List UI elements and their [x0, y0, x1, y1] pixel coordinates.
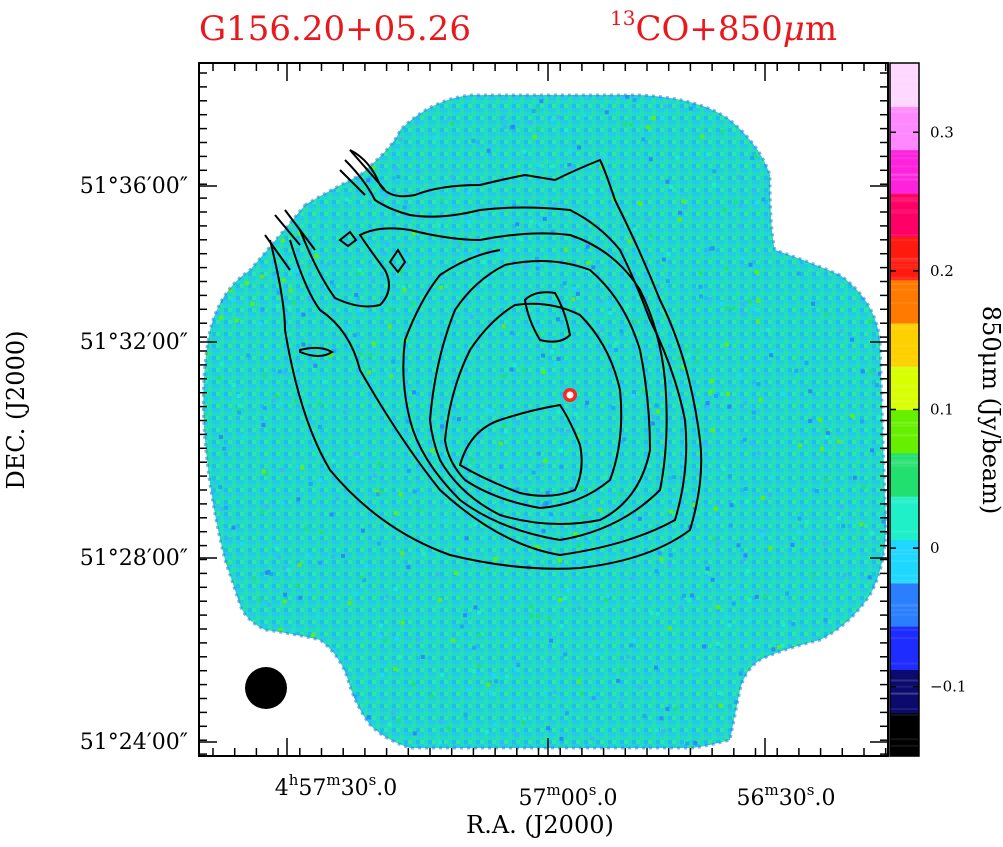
colorbar-tick-label: 0.1	[930, 401, 954, 419]
source-title: G156.20+05.26	[199, 9, 471, 49]
y-tick-labels: 51°36′00″ 51°32′00″ 51°28′00″ 51°24′00″	[80, 174, 188, 755]
beam-marker	[245, 667, 287, 709]
x-tick-label: 4h57m30s.0	[275, 771, 398, 801]
colorbar-tick-label: 0	[930, 539, 940, 557]
y-tick-label: 51°24′00″	[80, 730, 188, 755]
colorbar-title: 850μm (Jy/beam)	[977, 306, 1003, 514]
contour-level-2	[289, 159, 688, 557]
y-tick-label: 51°28′00″	[80, 546, 188, 571]
colorbar-tick-label: −0.1	[930, 678, 966, 696]
y-axis-title: DEC. (J2000)	[2, 331, 30, 490]
plot-frame	[198, 62, 889, 757]
colorbar-tick-labels: 0.3 0.2 0.1 0 −0.1	[890, 123, 966, 696]
contour-level-5	[443, 302, 623, 510]
colorbar-tick-label: 0.3	[930, 123, 954, 141]
contour-edge-2	[274, 214, 301, 246]
axis-ticks	[199, 63, 888, 756]
contour-edge-1	[264, 234, 291, 271]
contour-island-1	[388, 248, 407, 274]
x-tick-label: 56m30s.0	[737, 781, 836, 811]
x-axis-title: R.A. (J2000)	[466, 811, 614, 839]
x-tick-labels: 4h57m30s.0 57m00s.0 56m30s.0	[275, 771, 836, 811]
compact-source	[563, 388, 577, 402]
contour-level-4	[428, 260, 652, 525]
contour-edge-5	[349, 149, 386, 191]
contour-level-6	[458, 403, 583, 497]
contour-island-2	[338, 230, 358, 248]
y-tick-label: 51°36′00″	[80, 174, 188, 199]
y-tick-label: 51°32′00″	[80, 330, 188, 355]
colorbar	[890, 63, 919, 757]
contour-level-7	[523, 291, 572, 343]
x-tick-label: 57m00s.0	[519, 781, 618, 811]
contour-level-3	[299, 227, 668, 542]
map-edge	[201, 93, 888, 750]
co-contours	[264, 149, 703, 570]
contour-edge-3	[284, 209, 316, 251]
colorbar-tick-label: 0.2	[930, 262, 954, 280]
contour-level-1	[269, 149, 703, 570]
tracer-title: 13CO+850μm	[610, 6, 837, 49]
contour-edge-4	[339, 169, 366, 196]
contour-island-3	[299, 346, 334, 357]
